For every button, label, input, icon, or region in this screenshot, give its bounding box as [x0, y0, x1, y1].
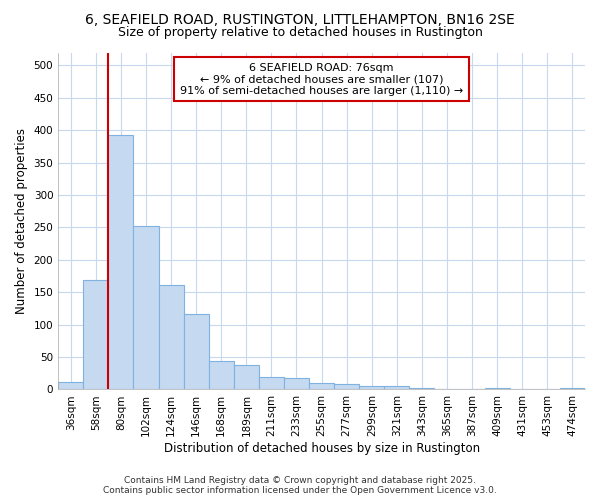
- Bar: [234, 366, 259, 390]
- Bar: [58, 382, 83, 390]
- Bar: [209, 361, 234, 390]
- Bar: [434, 389, 460, 390]
- Bar: [133, 226, 158, 390]
- Y-axis label: Number of detached properties: Number of detached properties: [15, 128, 28, 314]
- Bar: [409, 388, 434, 390]
- Text: 6 SEAFIELD ROAD: 76sqm
← 9% of detached houses are smaller (107)
91% of semi-det: 6 SEAFIELD ROAD: 76sqm ← 9% of detached …: [180, 62, 463, 96]
- Bar: [109, 135, 133, 390]
- Bar: [259, 377, 284, 390]
- Bar: [560, 388, 585, 390]
- X-axis label: Distribution of detached houses by size in Rustington: Distribution of detached houses by size …: [164, 442, 479, 455]
- Bar: [158, 285, 184, 390]
- Text: 6, SEAFIELD ROAD, RUSTINGTON, LITTLEHAMPTON, BN16 2SE: 6, SEAFIELD ROAD, RUSTINGTON, LITTLEHAMP…: [85, 12, 515, 26]
- Bar: [83, 280, 109, 390]
- Bar: [385, 386, 409, 390]
- Bar: [535, 389, 560, 390]
- Text: Contains HM Land Registry data © Crown copyright and database right 2025.
Contai: Contains HM Land Registry data © Crown c…: [103, 476, 497, 495]
- Bar: [359, 386, 385, 390]
- Text: Size of property relative to detached houses in Rustington: Size of property relative to detached ho…: [118, 26, 482, 39]
- Bar: [309, 383, 334, 390]
- Bar: [510, 389, 535, 390]
- Bar: [284, 378, 309, 390]
- Bar: [184, 314, 209, 390]
- Bar: [485, 388, 510, 390]
- Bar: [334, 384, 359, 390]
